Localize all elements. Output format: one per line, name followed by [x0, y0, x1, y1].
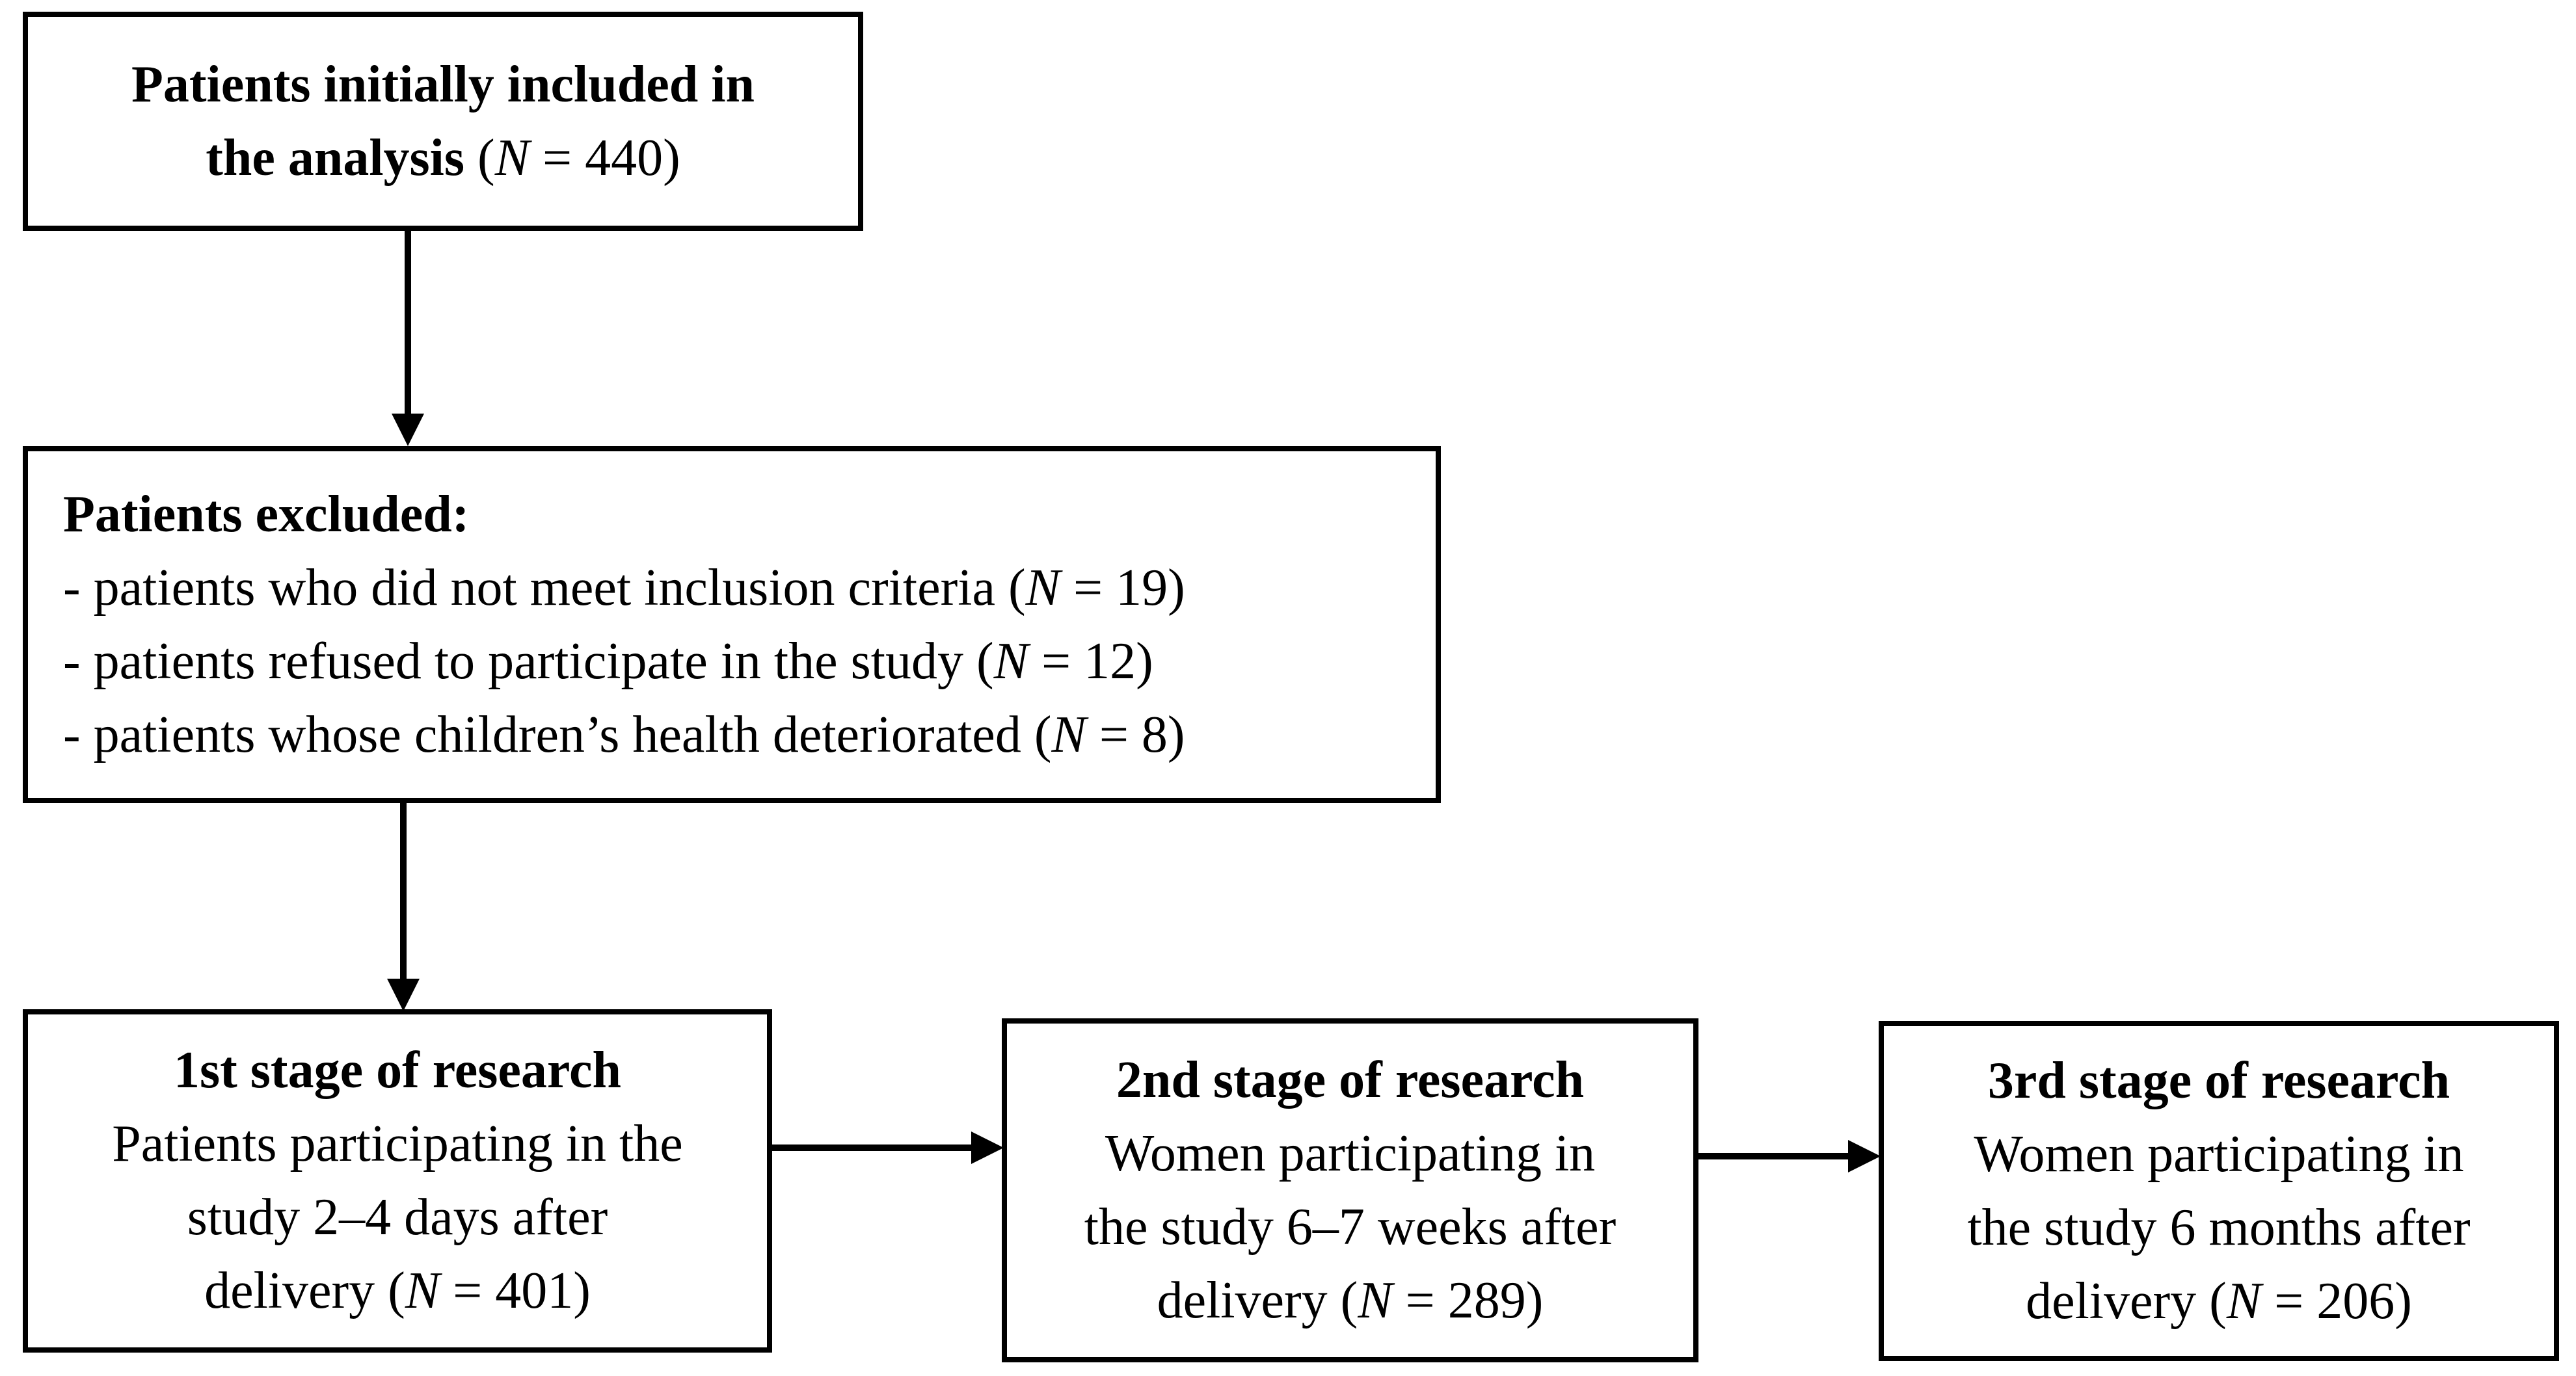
n-symbol: N — [1051, 706, 1086, 763]
arrow-down-2-head — [387, 979, 420, 1011]
count-value: = 206) — [2261, 1272, 2412, 1330]
text-line: Women participating in — [1974, 1118, 2463, 1191]
text-segment: delivery ( — [204, 1262, 405, 1319]
arrow-right-2-head — [1848, 1140, 1881, 1172]
count-value: = 289) — [1392, 1271, 1544, 1329]
count-value: = 401) — [440, 1262, 591, 1319]
node-stage-3: 3rd stage of research Women participatin… — [1879, 1021, 2559, 1361]
text-line: Patients participating in the — [112, 1107, 683, 1181]
count-value: = 12) — [1028, 632, 1153, 690]
text-line: the study 6–7 weeks after — [1084, 1191, 1617, 1264]
n-symbol: N — [993, 632, 1029, 690]
n-symbol: N — [405, 1262, 440, 1319]
node-patients-initially-included: Patients initially included in the analy… — [23, 12, 863, 231]
node-patients-excluded: Patients excluded: - patients who did no… — [23, 446, 1441, 803]
count-value: = 440) — [530, 129, 680, 187]
arrow-right-1-stem — [772, 1144, 973, 1151]
text-line: delivery (N = 401) — [204, 1254, 591, 1328]
text-segment: ( — [477, 129, 495, 187]
text-segment: - patients who did not meet inclusion cr… — [63, 559, 1026, 616]
arrow-down-2-stem — [400, 803, 407, 980]
arrow-right-1-head — [971, 1131, 1004, 1164]
text-segment: the analysis — [206, 129, 478, 187]
text-segment: delivery ( — [2026, 1272, 2227, 1330]
text-line: - patients who did not meet inclusion cr… — [63, 551, 1185, 625]
text-line: delivery (N = 206) — [2026, 1265, 2412, 1338]
text-line: the analysis (N = 440) — [206, 122, 680, 195]
text-line: 1st stage of research — [174, 1034, 621, 1107]
text-line: the study 6 months after — [1967, 1191, 2470, 1265]
n-symbol: N — [494, 129, 530, 187]
count-value: = 19) — [1060, 559, 1185, 616]
text-segment: Women participating in — [1105, 1124, 1596, 1182]
text-segment: the study 6 months after — [1967, 1198, 2471, 1256]
text-line: 2nd stage of research — [1116, 1044, 1584, 1117]
node-stage-1: 1st stage of research Patients participa… — [23, 1009, 772, 1353]
text-segment: 1st stage of research — [174, 1042, 621, 1099]
n-symbol: N — [2226, 1272, 2262, 1330]
text-line: - patients whose children’s health deter… — [63, 698, 1185, 772]
text-line: delivery (N = 289) — [1157, 1264, 1544, 1338]
text-segment: the study 6–7 weeks after — [1084, 1198, 1617, 1256]
n-symbol: N — [1358, 1271, 1393, 1329]
text-line: Women participating in — [1105, 1117, 1595, 1191]
n-symbol: N — [1025, 559, 1060, 616]
text-segment: Patients excluded: — [63, 485, 470, 543]
text-line: - patients refused to participate in the… — [63, 625, 1153, 698]
arrow-down-1-head — [392, 414, 424, 446]
node-stage-2: 2nd stage of research Women participatin… — [1002, 1018, 1698, 1362]
text-line: 3rd stage of research — [1988, 1044, 2450, 1118]
arrow-right-2-stem — [1698, 1153, 1849, 1159]
text-segment: delivery ( — [1157, 1271, 1358, 1329]
text-line: Patients excluded: — [63, 478, 469, 551]
text-segment: - patients whose children’s health deter… — [63, 706, 1052, 763]
text-segment: Women participating in — [1974, 1125, 2464, 1183]
count-value: = 8) — [1086, 706, 1185, 763]
text-segment: study 2–4 days after — [187, 1189, 608, 1246]
text-segment: - patients refused to participate in the… — [63, 632, 994, 690]
arrow-down-1-stem — [405, 231, 411, 415]
text-segment: 3rd stage of research — [1987, 1052, 2450, 1109]
text-segment: Patients participating in the — [112, 1115, 683, 1172]
text-line: Patients initially included in — [131, 48, 755, 122]
text-line: study 2–4 days after — [187, 1181, 608, 1254]
text-segment: Patients initially included in — [131, 55, 755, 113]
text-segment: 2nd stage of research — [1116, 1051, 1585, 1109]
